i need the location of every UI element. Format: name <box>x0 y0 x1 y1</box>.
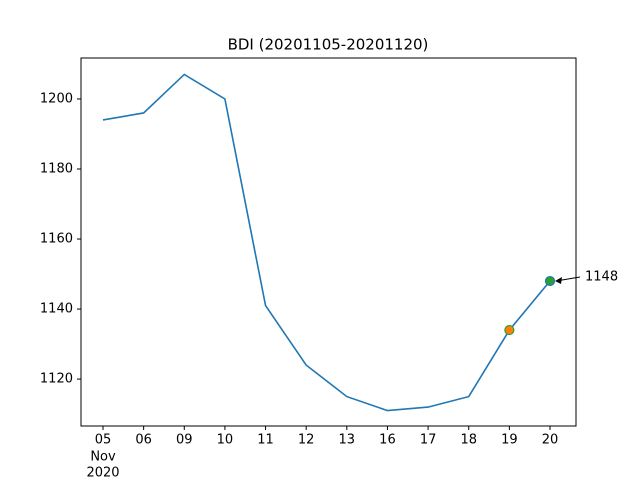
x-tick-label: 18 <box>460 433 477 448</box>
point-marker <box>504 324 515 336</box>
y-tick-label: 1120 <box>40 372 73 387</box>
x-tick-label: 06 <box>135 433 152 448</box>
x-tick-label: 13 <box>339 433 356 448</box>
x-tick-label: 20 <box>542 433 559 448</box>
arrow-head <box>555 277 562 285</box>
y-tick-label: 1180 <box>40 161 73 176</box>
x-tick-label: 09 <box>176 433 193 448</box>
x-tick-label: 17 <box>420 433 437 448</box>
annotation-label: 1148 <box>585 270 618 285</box>
x-sublabel: 2020 <box>86 466 119 481</box>
y-tick-label: 1140 <box>40 302 73 317</box>
chart-title: BDI (20201105-20201120) <box>228 36 429 54</box>
line-series <box>102 73 551 412</box>
x-sublabel: Nov <box>90 450 116 465</box>
x-tick-label: 12 <box>298 433 315 448</box>
x-tick-label: 16 <box>379 433 396 448</box>
axes-frame <box>80 57 577 427</box>
y-tick-label: 1200 <box>40 91 73 106</box>
point-marker <box>544 275 556 287</box>
x-tick-label: 11 <box>257 433 274 448</box>
y-tick-label: 1160 <box>40 232 73 247</box>
x-tick-label: 05 <box>95 433 112 448</box>
x-tick-label: 10 <box>217 433 234 448</box>
x-tick-label: 19 <box>501 433 518 448</box>
